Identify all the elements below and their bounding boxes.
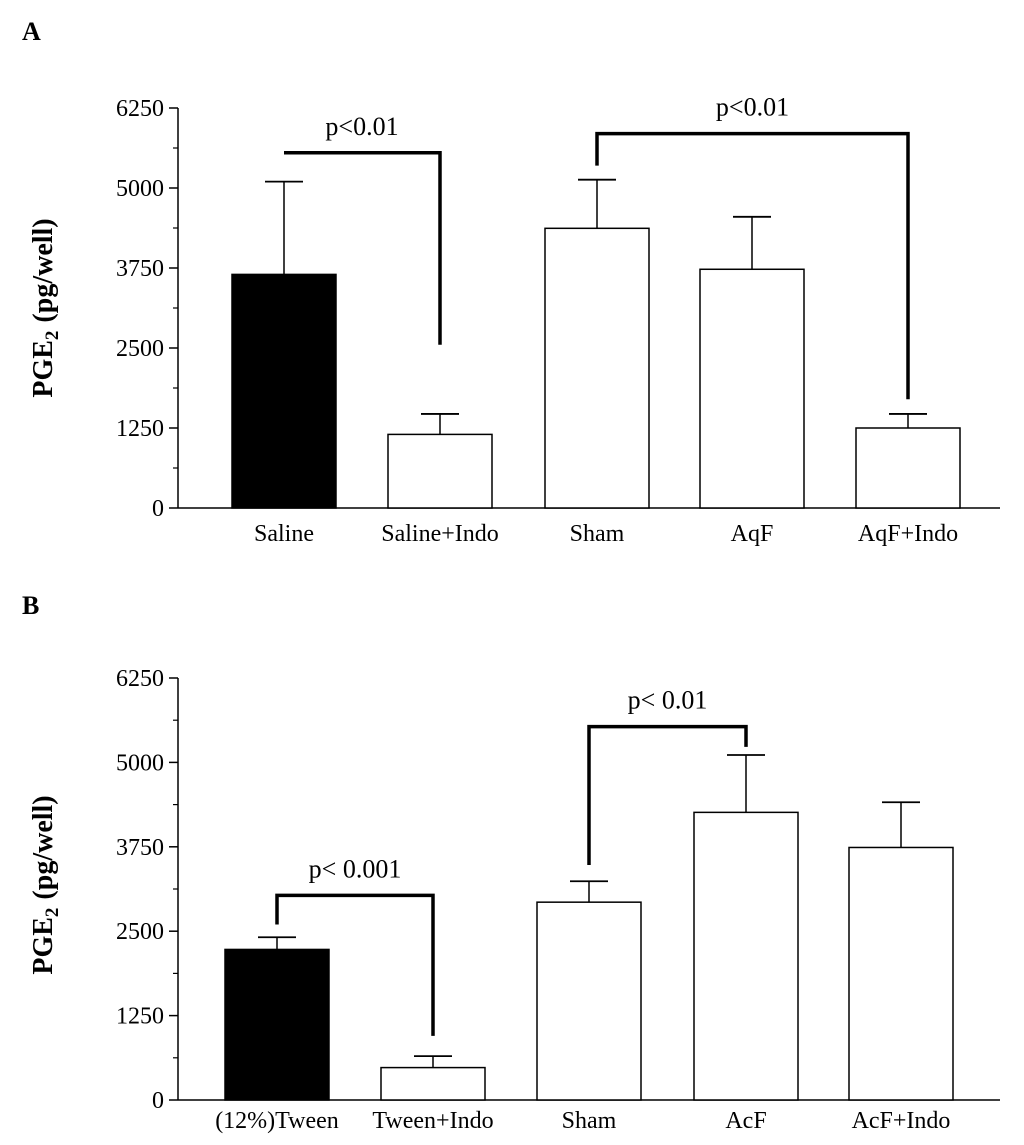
significance-bracket bbox=[275, 893, 435, 1036]
y-tick-label: 1250 bbox=[116, 416, 164, 442]
bar-acf bbox=[693, 811, 799, 1101]
x-tick-label: Sham bbox=[562, 1108, 617, 1134]
significance-bracket bbox=[587, 724, 748, 866]
y-tick-label: 2500 bbox=[116, 336, 164, 362]
y-tick-label: 5000 bbox=[116, 176, 164, 202]
panel-letter: A bbox=[22, 17, 41, 46]
significance-label: p< 0.001 bbox=[309, 854, 402, 883]
x-tick-label: Saline+Indo bbox=[381, 521, 499, 547]
y-tick-label: 3750 bbox=[116, 835, 164, 861]
bar-saline bbox=[231, 273, 337, 509]
y-axis-label-subscript: 2 bbox=[42, 908, 63, 918]
significance-label: p<0.01 bbox=[325, 112, 398, 141]
y-tick-label: 5000 bbox=[116, 750, 164, 776]
bar-saline-indo bbox=[387, 433, 493, 509]
bar-acf-indo bbox=[848, 846, 954, 1101]
y-axis-label-subscript: 2 bbox=[42, 331, 63, 341]
x-tick-label: AqF bbox=[731, 521, 774, 547]
y-tick-label: 6250 bbox=[116, 96, 164, 122]
x-tick-label: (12%)Tween bbox=[215, 1108, 339, 1134]
panel-letter: B bbox=[22, 591, 39, 620]
x-tick-label: AqF+Indo bbox=[858, 521, 958, 547]
x-tick-label: Tween+Indo bbox=[372, 1108, 493, 1134]
significance-label: p< 0.01 bbox=[628, 686, 708, 715]
panel-b: B 0 1250 2500 3750 5000 6250 PGE2 (pg/well) (12%… bbox=[22, 591, 1000, 1134]
y-tick-label: 0 bbox=[152, 1088, 164, 1114]
y-axis-label-unit: (pg/well) bbox=[28, 795, 59, 899]
y-axis-label: PGE2 (pg/well) bbox=[28, 218, 63, 397]
significance-bracket bbox=[284, 151, 442, 345]
x-tick-label: Sham bbox=[570, 521, 625, 547]
bar-tween-indo bbox=[380, 1066, 486, 1101]
y-tick-label: 6250 bbox=[116, 666, 164, 692]
y-tick-label: 0 bbox=[152, 496, 164, 522]
bar-sham bbox=[544, 227, 650, 509]
y-tick-label: 3750 bbox=[116, 256, 164, 282]
bar--12-tween bbox=[224, 948, 330, 1101]
significance-bracket bbox=[595, 131, 910, 400]
bar-aqf-indo bbox=[855, 427, 961, 509]
significance-label: p<0.01 bbox=[716, 93, 789, 122]
y-tick-label: 1250 bbox=[116, 1004, 164, 1030]
x-tick-label: AcF bbox=[725, 1108, 766, 1134]
y-axis-label: PGE2 (pg/well) bbox=[28, 795, 63, 974]
y-axis-label-main: PGE bbox=[28, 340, 59, 398]
x-tick-label: Saline bbox=[254, 521, 314, 547]
panel-a: A 0 1250 2500 3750 5000 6250 PGE2 (pg/well) Sali… bbox=[22, 17, 1000, 547]
y-axis-label-unit: (pg/well) bbox=[28, 218, 59, 322]
x-tick-label: AcF+Indo bbox=[852, 1108, 951, 1134]
bar-sham bbox=[536, 901, 642, 1101]
y-tick-label: 2500 bbox=[116, 919, 164, 945]
bar-aqf bbox=[699, 268, 805, 509]
y-axis-label-main: PGE bbox=[28, 917, 59, 975]
